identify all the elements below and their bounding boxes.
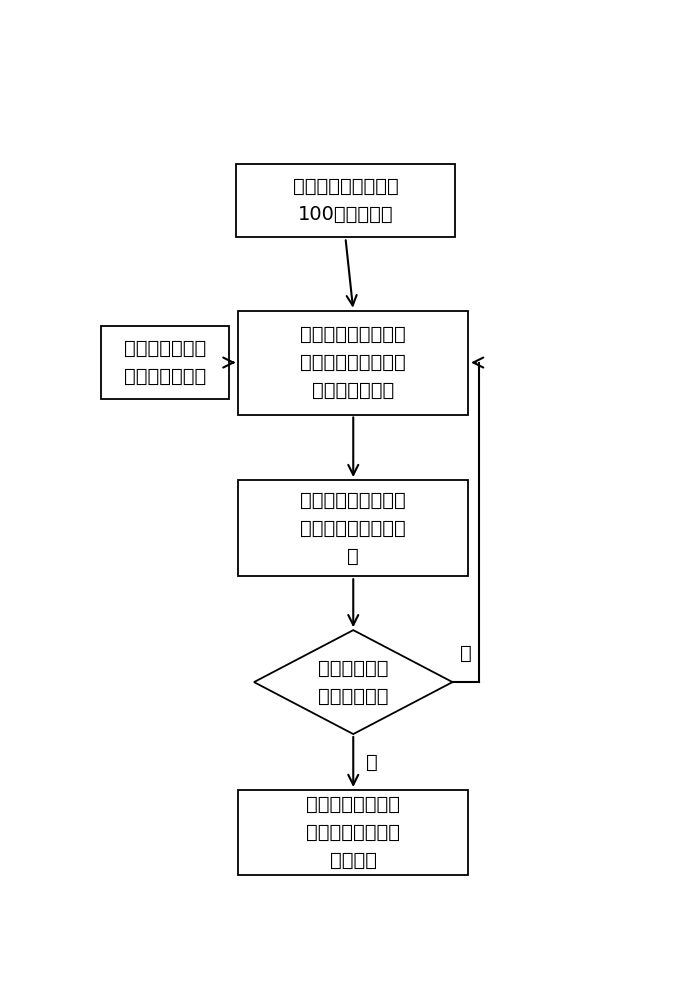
Text: 初始化：产生大小为
100的初始种群: 初始化：产生大小为 100的初始种群 [293,177,398,224]
Text: 遗传操作：经过交叉
和变异，得到新的种
群: 遗传操作：经过交叉 和变异，得到新的种 群 [301,491,406,566]
Text: 否: 否 [460,644,472,663]
Text: 检测是否满足
收敛终止条件: 检测是否满足 收敛终止条件 [318,659,388,706]
Text: 选择：利用适应度函
数从中挑选出优秀个
体遗传到下一代: 选择：利用适应度函 数从中挑选出优秀个 体遗传到下一代 [301,325,406,400]
Bar [239,311,468,415]
Text: 考虑散射效应，
构造适应度函数: 考虑散射效应， 构造适应度函数 [124,339,206,386]
Bar [239,480,468,576]
Bar [236,164,455,237]
Bar [101,326,229,399]
Text: 是: 是 [367,752,378,771]
Bar [239,790,468,875]
Text: 输出适应度值最高
的个体，作为问题
的准确解: 输出适应度值最高 的个体，作为问题 的准确解 [306,795,400,870]
Polygon shape [254,630,452,734]
